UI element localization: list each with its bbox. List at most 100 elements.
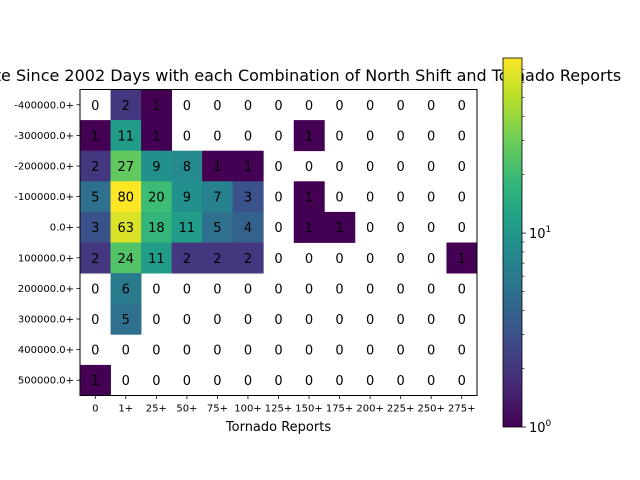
cell-value-label: 0 — [305, 374, 313, 389]
heatmap-cell — [110, 89, 142, 121]
cell-value-label: 0 — [213, 313, 221, 328]
cell-value-label: 0 — [91, 282, 99, 297]
cell-value-label: 0 — [458, 191, 466, 206]
cell-value-label: 1 — [152, 129, 160, 144]
heatmap-cell — [293, 181, 325, 213]
chart-title: Moderate Since 2002 Days with each Combi… — [0, 66, 621, 85]
cell-value-label: 3 — [244, 191, 252, 206]
y-tick-label: 200000.0+ — [18, 284, 74, 295]
cell-value-label: 0 — [335, 252, 343, 267]
heatmap-cell — [110, 242, 142, 274]
cell-value-label: 0 — [274, 313, 282, 328]
x-tick-label: 200+ — [356, 404, 383, 415]
cell-value-label: 0 — [274, 374, 282, 389]
cell-value-label: 11 — [118, 129, 135, 144]
cell-value-label: 0 — [213, 129, 221, 144]
cell-value-label: 0 — [458, 374, 466, 389]
cell-value-label: 80 — [118, 191, 135, 206]
cell-value-label: 0 — [366, 191, 374, 206]
cell-value-label: 0 — [305, 99, 313, 114]
x-tick-label: 150+ — [295, 404, 322, 415]
cell-value-label: 0 — [427, 191, 435, 206]
y-tick-label: 400000.0+ — [18, 345, 74, 356]
y-tick-label: 0.0+ — [50, 223, 74, 234]
colorbar-tick-label: 100 — [529, 419, 552, 436]
cell-value-label: 0 — [458, 129, 466, 144]
heatmap-cell — [80, 120, 111, 152]
cell-value-label: 0 — [427, 129, 435, 144]
cell-value-label: 0 — [305, 344, 313, 359]
cell-value-label: 18 — [148, 221, 165, 236]
heatmap-cell — [80, 242, 111, 274]
heatmap-cell — [232, 181, 264, 213]
heatmap-cell — [171, 181, 203, 213]
cell-value-labels: 0 2 1 0 0 0 0 0 0 0 0 0 01 11 1 0 0 0 0 1 0 0 0 0 02 27 9 8 1 1 0 0 0 0 0 0… — [91, 99, 466, 389]
cell-value-label: 1 — [305, 221, 313, 236]
colorbar — [502, 57, 523, 428]
heatmap-cell — [232, 211, 264, 243]
heatmap-cell — [202, 242, 234, 274]
x-tick-label: 0 — [92, 404, 98, 415]
heatmap-cells — [80, 89, 478, 396]
cell-value-label: 2 — [91, 252, 99, 267]
cell-value-label: 0 — [244, 313, 252, 328]
cell-value-label: 0 — [183, 374, 191, 389]
heatmap-cell — [141, 120, 173, 152]
cell-value-label: 0 — [458, 221, 466, 236]
cell-value-label: 27 — [118, 160, 135, 175]
cell-value-label: 0 — [213, 374, 221, 389]
cell-value-label: 0 — [366, 313, 374, 328]
y-tick-label: -200000.0+ — [14, 162, 74, 173]
cell-value-label: 0 — [397, 374, 405, 389]
cell-value-label: 0 — [335, 191, 343, 206]
cell-value-label: 1 — [244, 160, 252, 175]
cell-value-label: 1 — [458, 252, 466, 267]
cell-value-label: 0 — [274, 282, 282, 297]
cell-value-label: 0 — [244, 344, 252, 359]
cell-value-label: 0 — [397, 282, 405, 297]
cell-value-label: 20 — [148, 191, 165, 206]
cell-value-label: 0 — [305, 252, 313, 267]
cell-value-label: 0 — [366, 99, 374, 114]
cell-value-label: 0 — [213, 282, 221, 297]
heatmap-cell — [141, 181, 173, 213]
cell-value-label: 0 — [335, 160, 343, 175]
cell-value-label: 7 — [213, 191, 221, 206]
cell-value-label: 63 — [118, 221, 135, 236]
cell-value-label: 0 — [274, 99, 282, 114]
cell-value-label: 0 — [305, 313, 313, 328]
cell-value-label: 0 — [183, 129, 191, 144]
cell-value-label: 0 — [335, 282, 343, 297]
heatmap-cell — [110, 181, 142, 213]
cell-value-label: 1 — [213, 160, 221, 175]
x-axis-label: Tornado Reports — [225, 420, 331, 435]
cell-value-label: 1 — [305, 129, 313, 144]
cell-value-label: 0 — [366, 344, 374, 359]
cell-value-label: 2 — [183, 252, 191, 267]
heatmap-cell — [80, 150, 111, 182]
cell-value-label: 0 — [244, 129, 252, 144]
cell-value-label: 0 — [458, 99, 466, 114]
cell-value-label: 8 — [183, 160, 191, 175]
x-tick-label: 50+ — [176, 404, 197, 415]
cell-value-label: 0 — [366, 221, 374, 236]
heatmap-cell — [232, 150, 264, 182]
cell-value-label: 0 — [366, 374, 374, 389]
cell-value-label: 0 — [397, 313, 405, 328]
heatmap-cell — [141, 89, 173, 121]
cell-value-label: 0 — [366, 160, 374, 175]
cell-value-label: 1 — [152, 99, 160, 114]
heatmap-cell — [202, 181, 234, 213]
x-tick-label: 250+ — [417, 404, 444, 415]
cell-value-label: 0 — [335, 344, 343, 359]
cell-value-label: 0 — [274, 160, 282, 175]
heatmap-cell — [80, 364, 111, 396]
cell-value-label: 0 — [122, 374, 130, 389]
y-tick-label: 300000.0+ — [18, 315, 74, 326]
cell-value-label: 11 — [179, 221, 196, 236]
cell-value-label: 0 — [274, 129, 282, 144]
cell-value-label: 24 — [118, 252, 135, 267]
heatmap-cell — [110, 150, 142, 182]
cell-value-label: 1 — [335, 221, 343, 236]
x-tick-label: 25+ — [146, 404, 167, 415]
